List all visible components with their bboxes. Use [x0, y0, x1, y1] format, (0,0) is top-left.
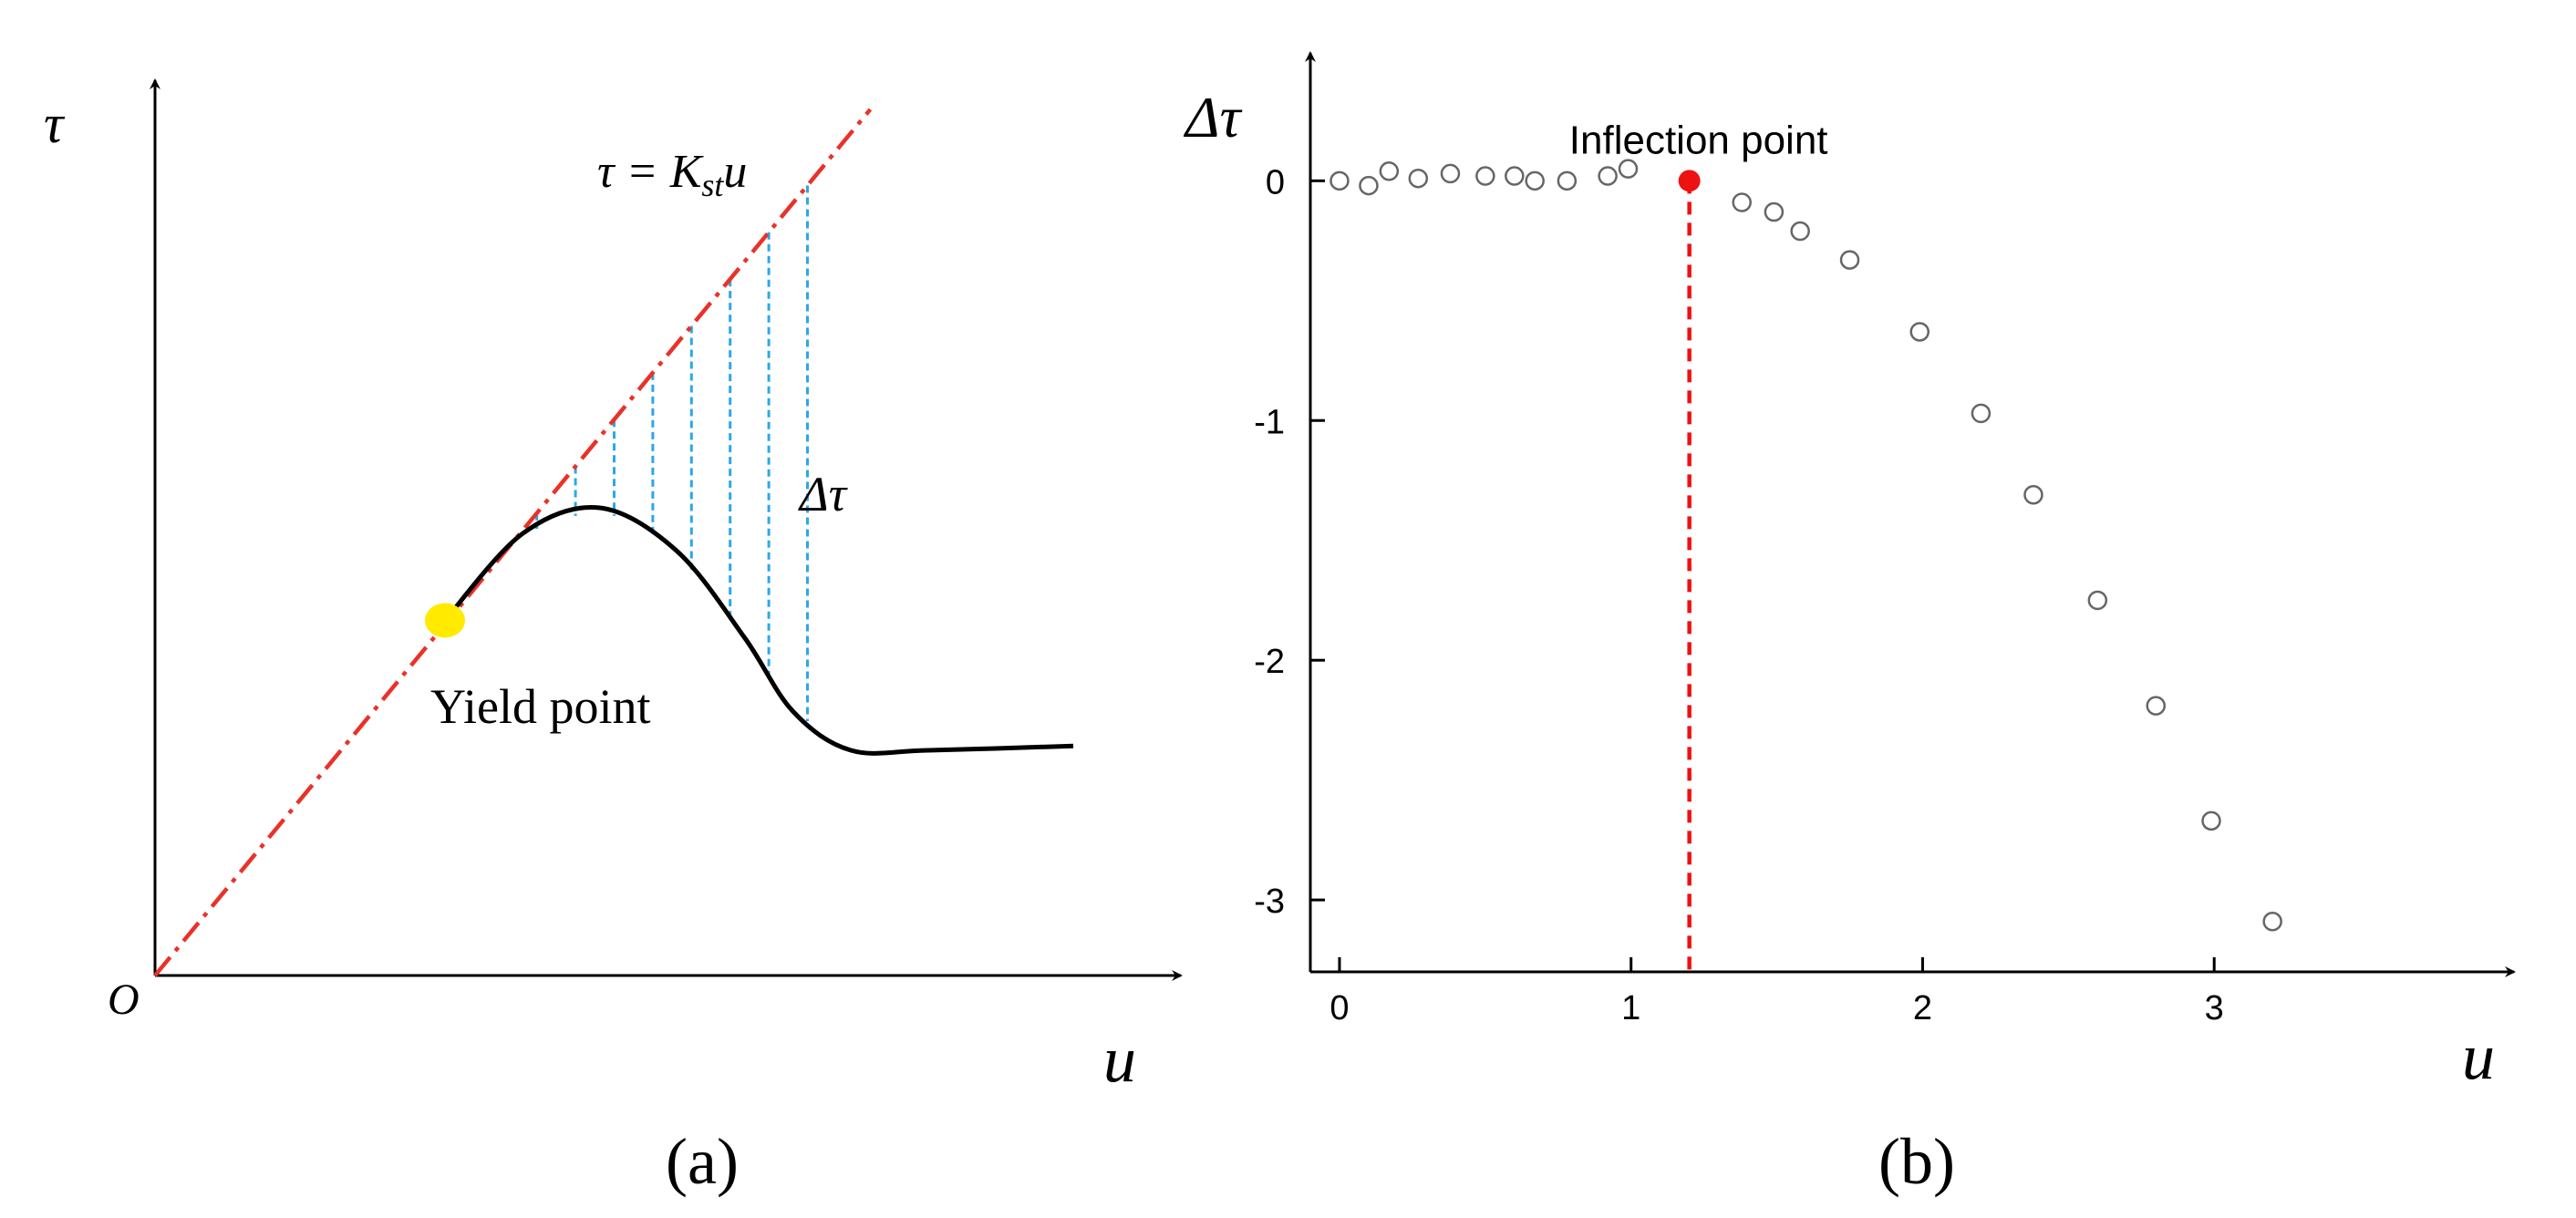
y-tick-label: -2 [1254, 643, 1285, 681]
inflection-point-label: Inflection point [1569, 118, 1828, 162]
tangent-equation: τ = Kstu [597, 146, 747, 203]
panel-a-caption: (a) [666, 1125, 739, 1198]
data-point [1790, 221, 1810, 242]
data-point [1971, 403, 1991, 424]
panel-b: 0 -1 -2 -3 0 1 2 3 Inflection point Δτ u (b) [1183, 51, 2516, 1198]
x-tick-label: 3 [2205, 989, 2224, 1027]
panel-b-caption: (b) [1878, 1125, 1955, 1198]
data-point [2201, 810, 2221, 831]
inflection-point-marker [1678, 170, 1701, 192]
delta-hatch-lines [496, 185, 809, 721]
tangent-line [153, 108, 873, 977]
data-point [1839, 250, 1860, 270]
data-point [1909, 322, 1930, 342]
data-point [2146, 696, 2167, 716]
y-tick-label: 0 [1266, 163, 1285, 201]
data-point [1329, 170, 1350, 191]
data-point [1764, 201, 1785, 222]
data-point [2023, 485, 2043, 505]
tangent-equation-lhs: τ = [597, 146, 670, 198]
data-point [1557, 170, 1578, 191]
panel-a-y-label: τ [44, 94, 66, 154]
data-point [1505, 166, 1525, 186]
data-point [2087, 590, 2108, 611]
x-tick-label: 1 [1621, 989, 1640, 1027]
y-tick-label: -3 [1254, 883, 1285, 921]
yield-point-label: Yield point [430, 679, 651, 734]
data-point [2262, 912, 2282, 932]
x-tick-label: 0 [1329, 989, 1349, 1027]
tangent-equation-k: K [669, 146, 704, 198]
origin-label: O [108, 975, 140, 1024]
data-point [1379, 161, 1400, 181]
panel-b-x-label: u [2462, 1020, 2495, 1093]
data-points [1329, 159, 2282, 932]
stress-curve [443, 504, 1074, 756]
data-point [1732, 192, 1752, 212]
panel-a: τ u O τ = Kstu Δτ Yield point (a) [44, 78, 1183, 1198]
panel-a-x-label: u [1103, 1023, 1136, 1096]
panel-b-y-label: Δτ [1183, 85, 1243, 150]
data-point [1359, 175, 1379, 196]
data-point [1618, 159, 1639, 179]
data-point [1525, 170, 1545, 191]
data-point [1598, 166, 1618, 186]
panel-b-y-ticks: 0 -1 -2 -3 [1254, 163, 1325, 921]
panel-b-x-ticks: 0 1 2 3 [1329, 957, 2224, 1027]
data-point [1475, 166, 1495, 186]
data-point [1440, 163, 1461, 184]
tangent-equation-u: u [723, 146, 747, 198]
y-tick-label: -1 [1254, 403, 1285, 441]
data-point [1408, 168, 1429, 189]
tangent-equation-subscript: st [701, 167, 724, 203]
x-tick-label: 2 [1913, 989, 1932, 1027]
yield-point-marker [425, 603, 465, 638]
delta-tau-label: Δτ [798, 467, 848, 521]
